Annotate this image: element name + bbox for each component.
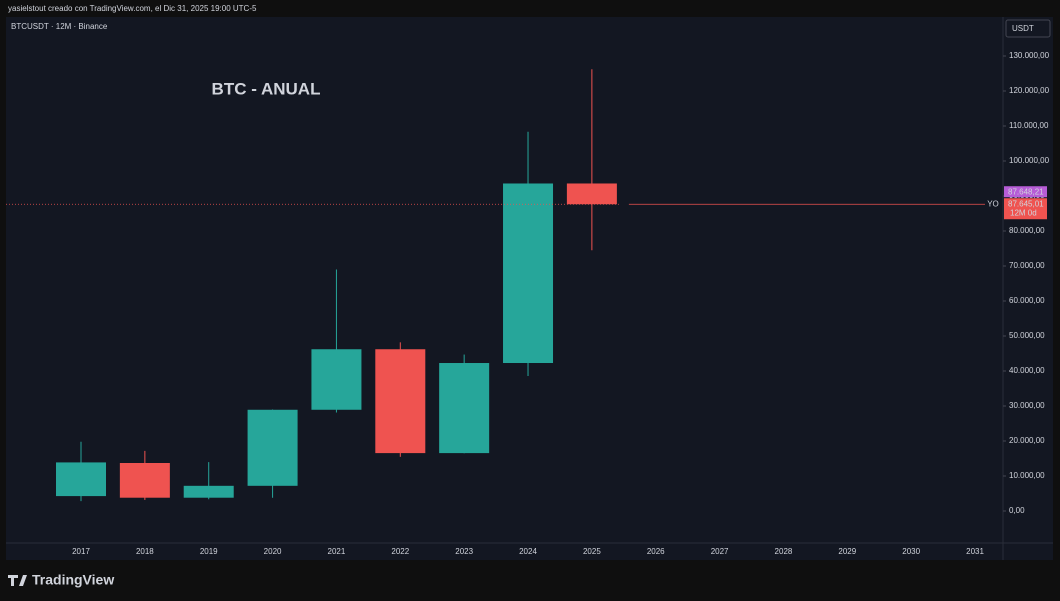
currency-box [1005, 19, 1051, 38]
time-axis [6, 543, 1003, 560]
y-tick-label: 110.000,00 [1009, 121, 1049, 130]
candle-body [311, 349, 362, 410]
x-tick-label: 2026 [647, 547, 665, 556]
x-tick-label: 2031 [966, 547, 984, 556]
brand-logo [8, 575, 27, 586]
candle-body [503, 183, 554, 364]
price-label: 87.648,21 [1008, 187, 1044, 196]
price-axis [1003, 17, 1053, 560]
y-tick-label: 100.000,00 [1009, 156, 1050, 165]
candle-body [56, 462, 106, 497]
brand: TradingView [32, 572, 114, 588]
x-tick-label: 2022 [391, 547, 409, 556]
y-tick-label: 0,00 [1009, 506, 1025, 515]
x-tick-label: 2030 [902, 547, 920, 556]
x-tick-label: 2018 [136, 547, 154, 556]
y-tick-label: 120.000,00 [1009, 86, 1050, 95]
y-tick-label: 30.000,00 [1009, 401, 1045, 410]
y-tick-label: 80.000,00 [1009, 226, 1045, 235]
x-tick-label: 2021 [328, 547, 346, 556]
candle-body [566, 183, 617, 205]
candle-body [247, 409, 298, 486]
y-tick-label: 70.000,00 [1009, 261, 1045, 270]
currency: USDT [1012, 24, 1034, 33]
price-badge [1004, 198, 1047, 220]
x-tick-label: 2017 [72, 547, 90, 556]
x-tick-label: 2023 [455, 547, 473, 556]
candle-body [119, 462, 170, 498]
y-tick-label: 130.000,00 [1009, 51, 1050, 60]
marker-label: YO [987, 199, 999, 208]
x-tick-label: 2020 [264, 547, 282, 556]
x-tick-label: 2019 [200, 547, 218, 556]
x-tick-label: 2025 [583, 547, 601, 556]
candle-body [375, 349, 426, 454]
y-tick-label: 60.000,00 [1009, 296, 1045, 305]
price-badge [1004, 186, 1047, 198]
x-tick-label: 2029 [838, 547, 856, 556]
x-tick-label: 2028 [775, 547, 793, 556]
x-tick-label: 2027 [711, 547, 729, 556]
header: yasielstout creado con TradingView.com, … [8, 4, 257, 13]
x-tick-label: 2024 [519, 547, 537, 556]
y-tick-label: 20.000,00 [1009, 436, 1045, 445]
y-tick-label: 50.000,00 [1009, 331, 1045, 340]
y-tick-label: 40.000,00 [1009, 366, 1045, 375]
chart-title: BTC - ANUAL [212, 79, 321, 98]
countdown: 12M 0d [1010, 208, 1037, 217]
symbol: BTCUSDT · 12M · Binance [11, 22, 108, 31]
y-tick-label: 10.000,00 [1009, 471, 1045, 480]
candle-body [439, 363, 490, 454]
price-label: 87.645,01 [1008, 199, 1044, 208]
candle-body [183, 485, 234, 498]
